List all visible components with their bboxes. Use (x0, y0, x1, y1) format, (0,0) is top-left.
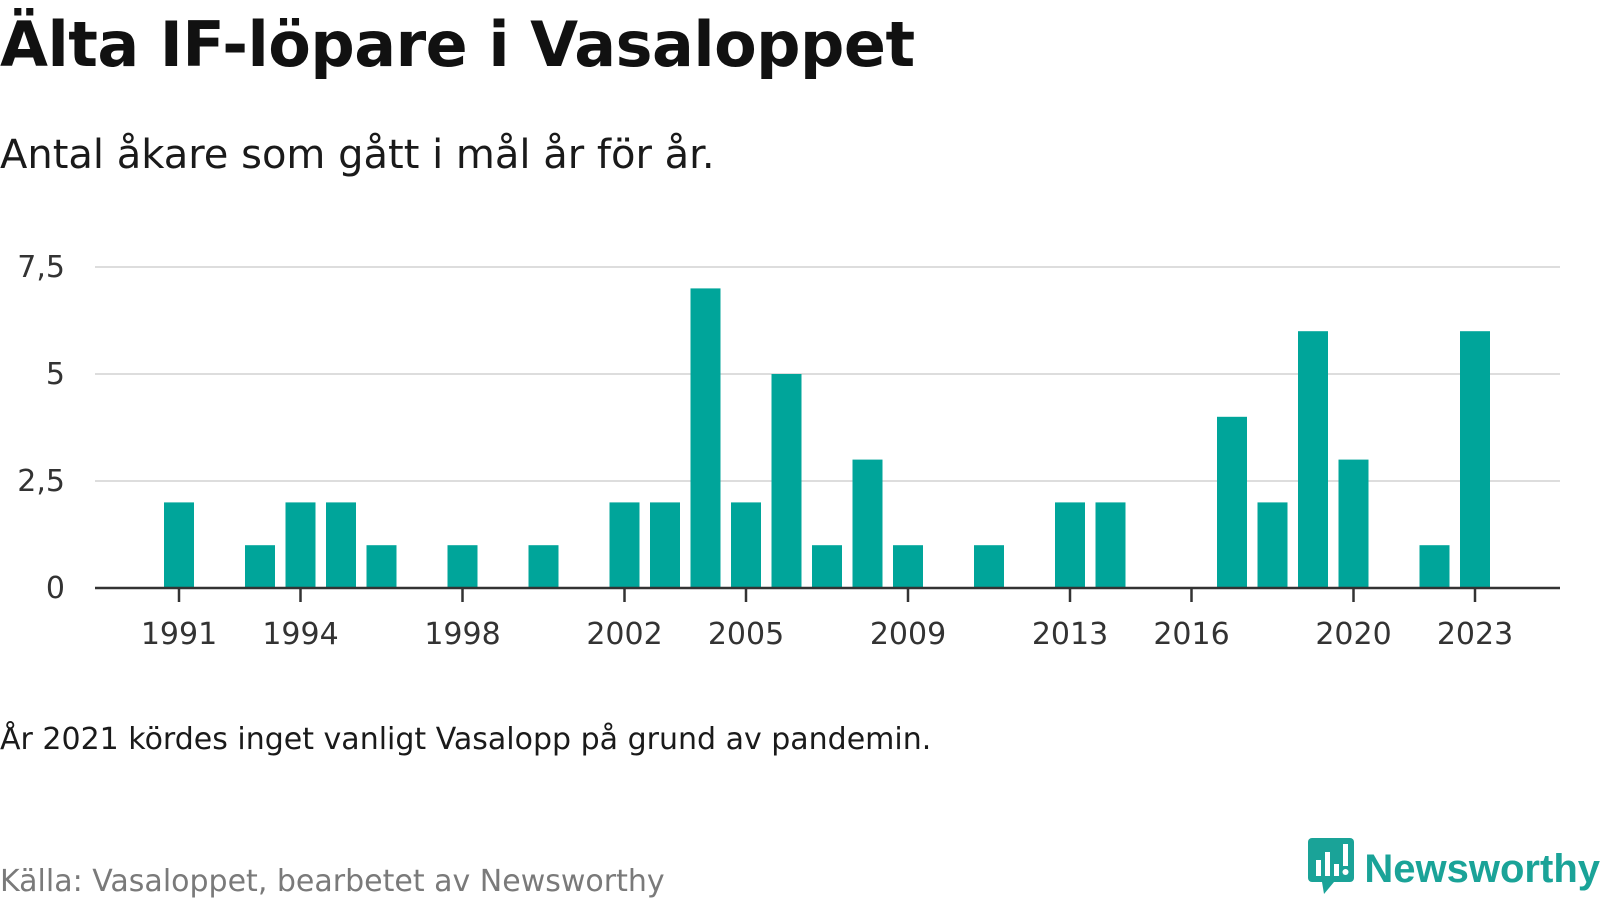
bar (366, 545, 397, 588)
y-tick-label: 7,5 (17, 250, 65, 285)
bar (1257, 502, 1288, 588)
bar (528, 545, 559, 588)
bar (852, 459, 883, 588)
x-tick-label: 1991 (141, 617, 217, 652)
y-tick-label: 2,5 (17, 464, 65, 499)
bar (974, 545, 1004, 588)
y-tick-label: 0 (46, 571, 65, 606)
chart-title: Älta IF-löpare i Vasaloppet (0, 8, 915, 81)
bar (893, 545, 923, 588)
brand-name: Newsworthy (1364, 846, 1600, 891)
x-tick-label: 2009 (870, 617, 946, 652)
x-tick-label: 2016 (1153, 617, 1229, 652)
x-tick-label: 2020 (1315, 617, 1391, 652)
x-tick-label: 1998 (424, 617, 500, 652)
source-note: Källa: Vasaloppet, bearbetet av Newswort… (0, 864, 665, 899)
bar (650, 502, 680, 588)
x-tick-label: 1994 (262, 617, 338, 652)
bar (1298, 331, 1328, 588)
y-tick-label: 5 (46, 357, 65, 392)
bar-chart: 0 2,5 5 7,5 1991 1994 1998 2002 2005 2009 2013 2016… (17, 250, 1560, 652)
bar (1217, 416, 1247, 588)
bar (326, 502, 356, 588)
bar (1055, 502, 1085, 588)
bar (164, 502, 194, 588)
x-tick-label: 2023 (1437, 617, 1513, 652)
brand-logo: Newsworthy (1306, 836, 1600, 902)
bar (609, 502, 640, 588)
bar (771, 374, 802, 588)
bar (1338, 459, 1369, 588)
newsworthy-logo-icon (1306, 836, 1356, 902)
bar (245, 545, 275, 588)
bar (690, 288, 721, 588)
bar (812, 545, 842, 588)
chart-footnote: År 2021 kördes inget vanligt Vasalopp på… (0, 722, 932, 757)
bar (1460, 331, 1490, 588)
bar (285, 502, 316, 588)
x-tick-label: 2002 (586, 617, 662, 652)
x-tick-label: 2005 (708, 617, 784, 652)
x-tick-label: 2013 (1032, 617, 1108, 652)
chart-subtitle: Antal åkare som gått i mål år för år. (0, 132, 715, 178)
bar (731, 502, 761, 588)
bar (1095, 502, 1126, 588)
bar (1419, 545, 1450, 588)
bar (447, 545, 478, 588)
